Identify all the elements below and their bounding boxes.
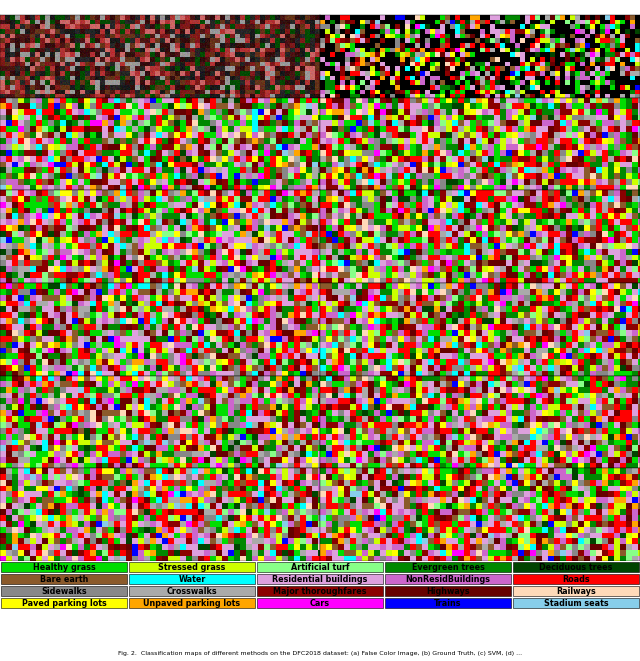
- Text: Crosswalks: Crosswalks: [166, 586, 218, 596]
- Text: Trains: Trains: [435, 598, 461, 607]
- Text: Paved parking lots: Paved parking lots: [22, 598, 106, 607]
- Bar: [257, 598, 383, 608]
- X-axis label: (a): (a): [154, 99, 166, 108]
- X-axis label: (h): (h): [474, 377, 486, 386]
- X-axis label: (c): (c): [154, 192, 166, 201]
- Text: Cars: Cars: [310, 598, 330, 607]
- Bar: [129, 574, 255, 584]
- Bar: [385, 598, 511, 608]
- Text: Water: Water: [179, 574, 205, 584]
- Text: Fig. 2.  Classification maps of different methods on the DFC2018 dataset: (a) Fa: Fig. 2. Classification maps of different…: [118, 651, 522, 656]
- Bar: [257, 574, 383, 584]
- Bar: [513, 598, 639, 608]
- Bar: [129, 562, 255, 572]
- Bar: [1, 598, 127, 608]
- X-axis label: (k): (k): [154, 563, 166, 572]
- X-axis label: (f): (f): [475, 284, 485, 293]
- Bar: [513, 586, 639, 596]
- Text: Healthy grass: Healthy grass: [33, 563, 95, 572]
- Text: NonResidBuildings: NonResidBuildings: [406, 574, 490, 584]
- Text: Deciduous trees: Deciduous trees: [540, 563, 612, 572]
- Text: Stressed grass: Stressed grass: [158, 563, 226, 572]
- X-axis label: (e): (e): [154, 284, 166, 293]
- Text: Railways: Railways: [556, 586, 596, 596]
- X-axis label: (b): (b): [474, 99, 486, 108]
- Text: Residential buildings: Residential buildings: [272, 574, 368, 584]
- Bar: [1, 562, 127, 572]
- Bar: [1, 586, 127, 596]
- Bar: [1, 574, 127, 584]
- Bar: [513, 562, 639, 572]
- X-axis label: (d): (d): [474, 192, 486, 201]
- Bar: [385, 574, 511, 584]
- X-axis label: (i): (i): [155, 470, 165, 479]
- Bar: [385, 586, 511, 596]
- Text: Unpaved parking lots: Unpaved parking lots: [143, 598, 241, 607]
- Text: Bare earth: Bare earth: [40, 574, 88, 584]
- Text: Evergreen trees: Evergreen trees: [412, 563, 484, 572]
- Text: Major thoroughfares: Major thoroughfares: [273, 586, 367, 596]
- Text: Artificial turf: Artificial turf: [291, 563, 349, 572]
- Text: Highways: Highways: [426, 586, 470, 596]
- Bar: [385, 562, 511, 572]
- Bar: [257, 586, 383, 596]
- Bar: [257, 562, 383, 572]
- Bar: [129, 586, 255, 596]
- X-axis label: (g): (g): [154, 377, 166, 386]
- X-axis label: (l): (l): [475, 563, 485, 572]
- X-axis label: (j): (j): [475, 470, 485, 479]
- Bar: [129, 598, 255, 608]
- Bar: [513, 574, 639, 584]
- Text: Stadium seats: Stadium seats: [544, 598, 608, 607]
- Text: Sidewalks: Sidewalks: [41, 586, 87, 596]
- Text: Roads: Roads: [562, 574, 590, 584]
